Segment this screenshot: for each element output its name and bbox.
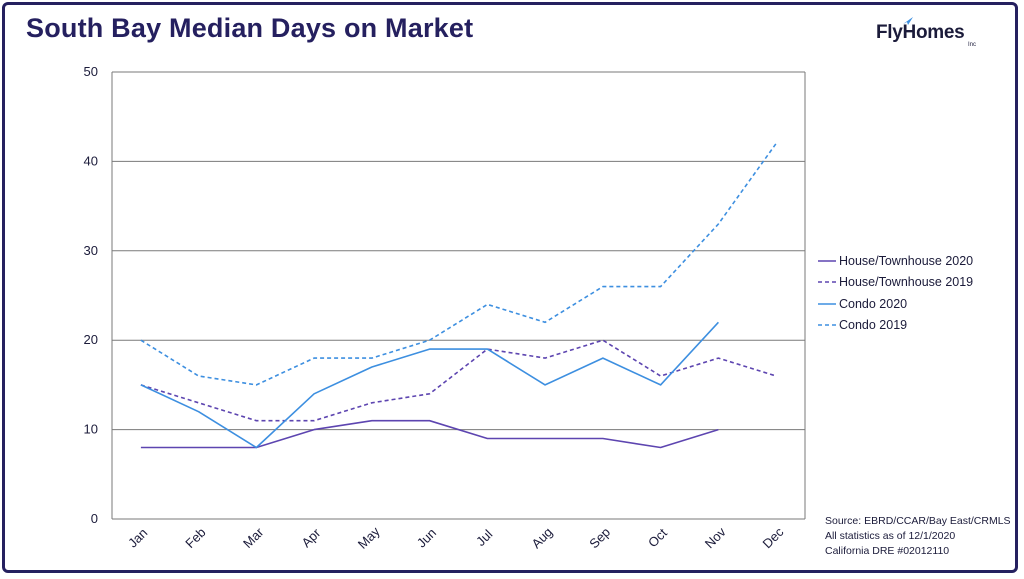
legend-label: Condo 2020 [839, 296, 908, 311]
logo-text: FlyHomes [876, 22, 965, 43]
stats-date-line: All statistics as of 12/1/2020 [825, 530, 956, 542]
source-note: Source: EBRD/CCAR/Bay East/CRMLS All sta… [825, 514, 1011, 559]
x-tick-label: May [355, 523, 383, 551]
x-tick-label: Jul [473, 527, 495, 549]
legend-swatch [818, 324, 836, 327]
legend-item: House/Townhouse 2020 [818, 250, 1008, 272]
gridlines [112, 71, 805, 431]
source-line: Source: EBRD/CCAR/Bay East/CRMLS [825, 515, 1011, 527]
x-tick-label: Sep [586, 524, 613, 551]
y-tick-label: 10 [84, 422, 98, 437]
legend-label: Condo 2019 [839, 318, 908, 333]
x-tick-label: Aug [528, 524, 555, 551]
x-tick-label: Jan [125, 525, 150, 550]
series-line [140, 419, 719, 449]
license-line: California DRE #02012110 [825, 545, 950, 557]
x-tick-label: Mar [240, 524, 267, 551]
x-tick-label: Nov [702, 524, 729, 551]
legend-item: Condo 2019 [818, 315, 1008, 337]
y-tick-label: 40 [84, 153, 98, 168]
legend-label: House/Townhouse 2020 [839, 253, 974, 268]
bird-icon [903, 17, 913, 25]
y-tick-label: 30 [84, 243, 98, 258]
legend-swatch [818, 281, 836, 284]
y-tick-label: 0 [91, 511, 98, 526]
logo-subtext: Inc [968, 42, 977, 48]
chart-frame [2, 2, 1018, 573]
x-tick-label: Feb [182, 525, 208, 551]
legend-label: House/Townhouse 2019 [839, 275, 974, 290]
legend-swatch [818, 259, 836, 262]
y-tick-label: 50 [84, 64, 98, 79]
x-tick-labels: Jan Feb Mar Apr May Jun Jul Aug Sep Oct Nov Dec [125, 523, 787, 551]
x-tick-label: Jun [414, 525, 439, 550]
flyhomes-logo: FlyHomes Inc [876, 17, 986, 58]
axes [111, 72, 806, 520]
legend-item: Condo 2020 [818, 293, 1008, 315]
series-line [140, 321, 719, 449]
y-tick-labels: 0 10 20 30 40 50 [84, 64, 98, 526]
x-tick-label: Oct [645, 525, 670, 550]
legend-swatch [818, 302, 836, 305]
legend-item: House/Townhouse 2019 [818, 272, 1008, 294]
series-line [140, 339, 777, 422]
legend: House/Townhouse 2020 House/Townhouse 2019… [818, 250, 1008, 336]
chart-title: South Bay Median Days on Market [26, 13, 474, 43]
series-lines [140, 143, 777, 449]
series-line [140, 143, 777, 386]
x-tick-label: Apr [298, 525, 323, 550]
x-tick-label: Dec [759, 524, 786, 551]
y-tick-label: 20 [84, 332, 98, 347]
